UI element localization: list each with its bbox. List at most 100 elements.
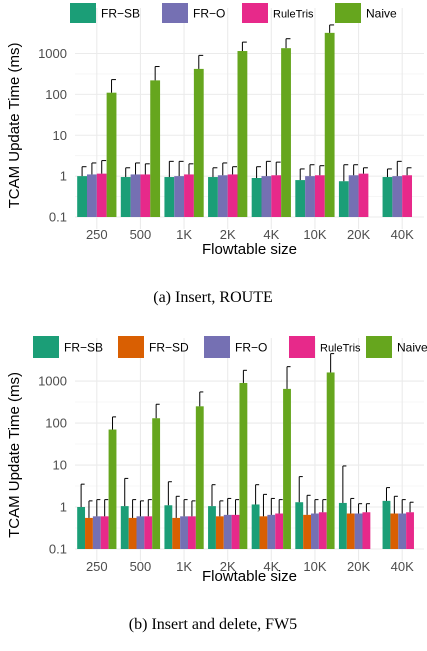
bar-naive-500 [150, 80, 161, 217]
x-tick-label: 4K [263, 559, 279, 574]
bar-ruletris-2k [227, 174, 238, 217]
bar-fro-20k [354, 513, 363, 549]
y-axis-title: TCAM Update Time (ms) [6, 372, 23, 538]
bar-ruletris-1k [187, 516, 196, 549]
x-tick-label: 4K [263, 227, 279, 242]
bar-frsb-2k [208, 506, 216, 549]
bar-frsb-20k [338, 502, 347, 549]
bar-frsd-40k [390, 513, 399, 549]
chart-panel-b: 0.1 1 10 100 1000 250 500 1K 2K 4K 10K 20K 40K Flowta… [6, 336, 427, 633]
legend-label: RuleTris [320, 343, 361, 355]
bar-ruletris-2k [231, 514, 240, 549]
legend: FR−SB FR−O RuleTris Naive [70, 3, 397, 23]
bar-frsd-4k [259, 516, 268, 549]
x-tick-label: 40K [391, 227, 414, 242]
y-tick-label: 1 [60, 500, 67, 515]
bar-naive-1k [195, 406, 204, 549]
legend-swatch [204, 336, 230, 358]
legend: FR−SB FR−SD FR−O RuleTris Naive [33, 336, 427, 358]
legend-label: RuleTris [273, 9, 314, 21]
bar-frsb-4k [251, 504, 260, 549]
bar-frsb-40k [382, 177, 393, 217]
bar-ruletris-20k [358, 173, 369, 217]
bar-ruletris-500 [140, 174, 151, 217]
bar-naive-500 [152, 418, 161, 549]
y-tick-label: 10 [53, 458, 67, 473]
bar-frsb-20k [338, 181, 349, 217]
bar-frsd-1k [172, 517, 181, 549]
bar-naive-2k [237, 51, 248, 218]
bar-frsb-250 [77, 507, 86, 549]
bar-frsb-1k [164, 177, 175, 217]
bar-frsb-1k [164, 505, 173, 549]
bar-frsb-500 [120, 506, 129, 549]
legend-swatch [335, 3, 361, 23]
x-tick-label: 10K [303, 227, 326, 242]
bar-frsb-250 [77, 176, 87, 217]
bar-ruletris-10k [314, 175, 325, 217]
bar-frsb-4k [251, 177, 262, 217]
bar-ruletris-1k [184, 174, 194, 217]
bar-fro-10k [305, 176, 315, 217]
bar-fro-20k [348, 175, 359, 217]
bar-naive-1k [193, 68, 204, 217]
bar-fro-10k [311, 513, 319, 549]
y-tick-label: 10 [53, 128, 67, 143]
x-tick-label: 2K [220, 227, 236, 242]
bar-frsb-10k [295, 180, 306, 217]
bar-naive-4k [283, 388, 291, 549]
bar-frsb-500 [120, 177, 131, 217]
bar-fro-500 [136, 516, 145, 549]
y-tick-label: 0.1 [49, 542, 67, 557]
legend-swatch [242, 3, 268, 23]
x-tick-label: 20K [347, 559, 370, 574]
x-tick-label: 500 [130, 559, 152, 574]
x-axis-title: Flowtable size [202, 568, 297, 585]
legend-swatch [162, 3, 188, 23]
bar-naive-250 [108, 429, 117, 549]
legend-label: Naive [366, 7, 397, 21]
bar-ruletris-40k [402, 175, 413, 217]
legend-label: FR−O [193, 7, 225, 21]
bar-frsb-40k [382, 500, 391, 549]
bar-frsd-2k [215, 516, 224, 549]
figure-caption: (b) Insert and delete, FW5 [129, 616, 297, 633]
bar-fro-4k [267, 514, 276, 549]
bar-naive-10k [324, 32, 335, 217]
bar-ruletris-20k [362, 512, 371, 549]
bar-ruletris-40k [406, 512, 414, 549]
bars [77, 353, 414, 549]
bar-naive-250 [106, 92, 117, 217]
x-tick-label: 250 [86, 559, 108, 574]
bar-fro-2k [217, 175, 228, 217]
x-tick-label: 500 [130, 227, 152, 242]
bar-ruletris-500 [144, 516, 153, 549]
y-axis-title: TCAM Update Time (ms) [6, 43, 23, 209]
legend-label: FR−SB [101, 7, 140, 21]
legend-swatch [366, 336, 392, 358]
x-tick-label: 1K [176, 559, 192, 574]
legend-label: FR−SB [64, 341, 103, 355]
bar-ruletris-10k [318, 512, 327, 549]
y-tick-label: 1 [60, 169, 67, 184]
bar-naive-10k [326, 372, 335, 549]
chart-panel-a: 0.1 1 10 100 1000 250 500 1K 2K 4K 10K 20K 40K Flowta… [6, 3, 424, 306]
bar-frsd-250 [85, 517, 93, 549]
bar-fro-1k [180, 516, 188, 549]
bar-frsb-10k [295, 502, 304, 549]
bar-fro-4k [261, 176, 272, 217]
bar-fro-250 [86, 174, 97, 217]
x-tick-label: 40K [391, 559, 414, 574]
bar-ruletris-4k [275, 513, 284, 549]
bar-fro-40k [398, 513, 407, 549]
x-tick-label: 1K [176, 227, 192, 242]
legend-label: FR−O [235, 341, 267, 355]
bar-frsd-10k [303, 514, 312, 549]
bar-fro-250 [92, 516, 101, 549]
x-tick-label: 20K [347, 227, 370, 242]
bar-ruletris-250 [96, 173, 107, 217]
y-tick-label: 1000 [38, 374, 67, 389]
bar-ruletris-4k [271, 175, 282, 217]
legend-label: FR−SD [149, 341, 189, 355]
